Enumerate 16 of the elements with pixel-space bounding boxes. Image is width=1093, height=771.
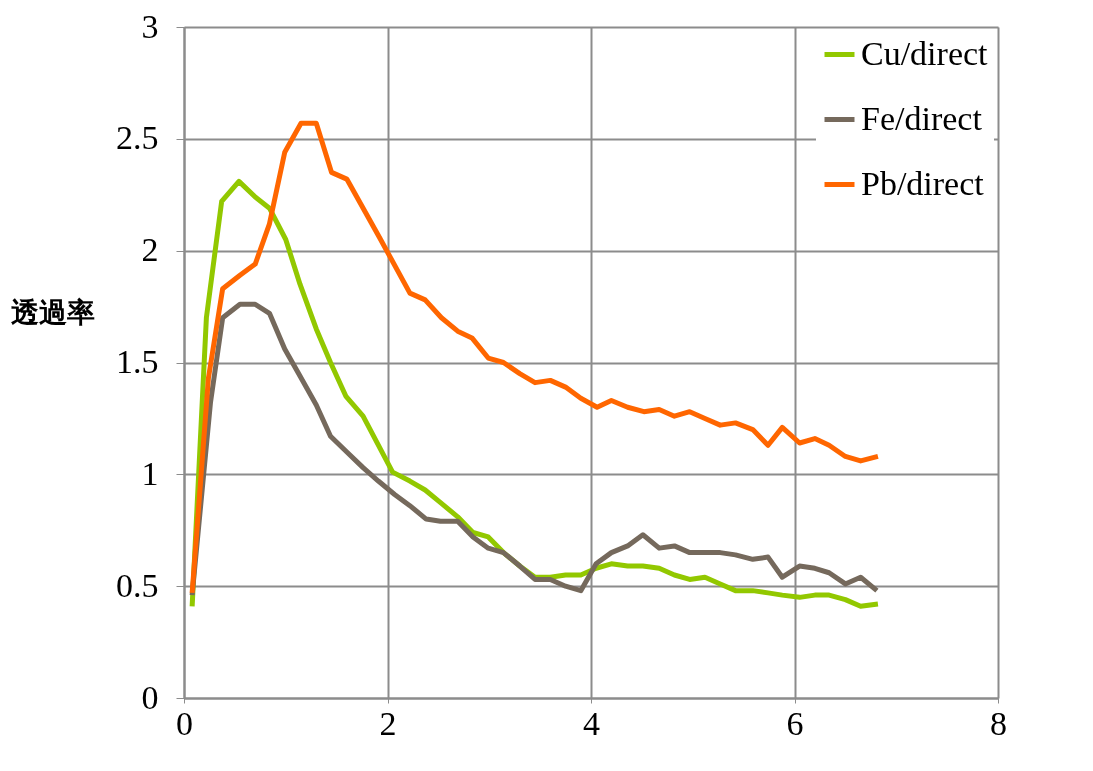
x-tick-label: 8 <box>990 704 1007 742</box>
y-tick-label: 1.5 <box>116 343 159 380</box>
y-axis-title: 透過率 <box>10 295 95 329</box>
x-tick-label: 2 <box>379 704 397 742</box>
legend-label: Cu/direct <box>861 34 989 72</box>
y-tick-label: 1 <box>141 454 159 492</box>
y-tick-label: 0.5 <box>116 566 159 604</box>
legend-label: Fe/direct <box>861 99 983 137</box>
y-tick-label: 2.5 <box>116 119 159 157</box>
x-tick-label: 6 <box>786 704 804 742</box>
x-tick-label: 0 <box>176 704 193 742</box>
legend-label: Pb/direct <box>861 164 985 202</box>
y-tick-label: 2 <box>141 231 159 269</box>
y-tick-label: 0 <box>141 678 159 716</box>
x-tick-label: 4 <box>583 704 600 742</box>
y-tick-label: 3 <box>141 7 159 45</box>
